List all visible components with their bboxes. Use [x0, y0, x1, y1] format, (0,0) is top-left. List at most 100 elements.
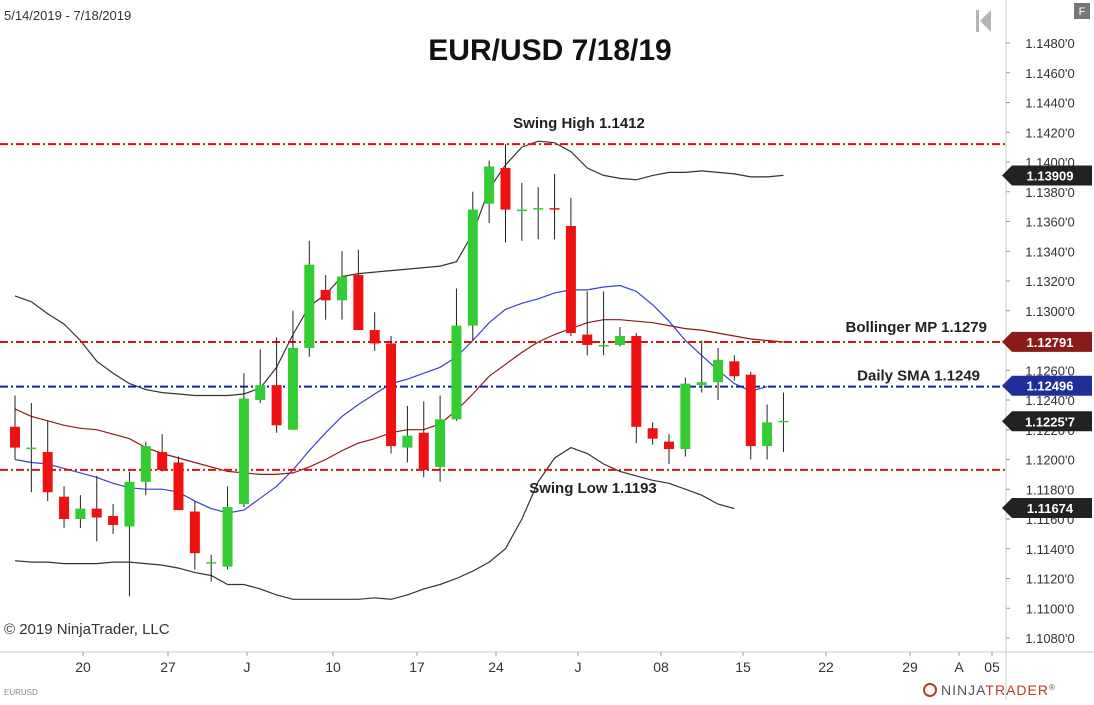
price-badge-label: 1.11674: [1027, 501, 1074, 516]
candle-body: [353, 275, 364, 331]
brand-part-1: NINJA: [941, 682, 986, 698]
x-tick-label: 24: [488, 659, 504, 675]
price-badge-label: 1.12791: [1027, 335, 1074, 350]
x-tick-label: 17: [409, 659, 425, 675]
x-tick-label: 08: [653, 659, 669, 675]
candle-body: [59, 496, 70, 519]
candle-body: [467, 209, 478, 326]
ninjatrader-logo: NINJATRADER®: [923, 682, 1056, 698]
f-button-bg[interactable]: [1074, 3, 1090, 19]
candle-body: [320, 289, 331, 301]
candle-body: [631, 336, 642, 427]
candle-body: [108, 516, 119, 525]
date-range-label: 5/14/2019 - 7/18/2019: [4, 8, 131, 23]
candle-body: [516, 209, 527, 212]
level-label: Bollinger MP 1.1279: [846, 319, 987, 336]
level-lines: Swing High 1.1412 Bollinger MP 1.1279 Dail…: [0, 115, 1006, 497]
x-tick-label: 15: [735, 659, 751, 675]
candle-body: [91, 508, 102, 518]
candle-body: [75, 508, 86, 519]
price-badge-label: 1.13909: [1027, 169, 1074, 184]
price-badge-bg: [1002, 331, 1092, 352]
f-button-label[interactable]: F: [1079, 6, 1086, 18]
candle-body: [598, 344, 609, 347]
copyright-label: © 2019 NinjaTrader, LLC: [4, 621, 170, 638]
level-label: Swing Low 1.1193: [529, 480, 657, 497]
x-tick-label: A: [954, 659, 964, 675]
candle-body: [157, 452, 168, 470]
level-label: Daily SMA 1.1249: [857, 368, 980, 385]
candle-body: [778, 420, 789, 423]
f-button[interactable]: F: [1074, 3, 1090, 19]
brand-registered: ®: [1049, 683, 1056, 692]
candle-body: [451, 325, 462, 420]
candle-body: [386, 343, 397, 447]
price-badge-label: 1.12496: [1027, 379, 1074, 394]
scroll-to-start-bar[interactable]: [976, 10, 979, 32]
candle-body: [402, 435, 413, 448]
y-tick-label: 1.1140'0: [1026, 542, 1075, 557]
candle-body: [500, 167, 511, 210]
candle-body: [435, 419, 446, 467]
y-tick-label: 1.1120'0: [1026, 572, 1075, 587]
candle-body: [549, 208, 560, 210]
y-tick-label: 1.1340'0: [1025, 244, 1074, 259]
y-tick-label: 1.1300'0: [1025, 304, 1074, 319]
x-tick-label: 22: [818, 659, 834, 675]
time-axis: 20 27 J 10 17 24 J 08 15 22 29 A 05: [75, 652, 1000, 675]
candle-body: [745, 374, 756, 447]
level-label: Swing High 1.1412: [513, 115, 645, 132]
y-tick-label: 1.1200'0: [1025, 453, 1074, 468]
x-tick-label: 29: [902, 659, 918, 675]
y-tick-label: 1.1360'0: [1025, 215, 1074, 230]
candle-body: [696, 382, 707, 386]
candle-body: [173, 462, 184, 511]
y-tick-label: 1.1100'0: [1026, 601, 1075, 616]
y-tick-label: 1.1260'0: [1025, 363, 1074, 378]
candle-body: [222, 507, 233, 567]
x-tick-label: J: [575, 659, 582, 675]
candle-body: [664, 441, 674, 450]
candle-body: [614, 336, 625, 345]
y-tick-label: 1.1440'0: [1025, 96, 1074, 111]
chart-title: EUR/USD 7/18/19: [428, 34, 671, 67]
scroll-to-start-arrow[interactable]: [980, 10, 991, 32]
candle-body: [10, 426, 20, 448]
candles: [10, 144, 789, 597]
candle-body: [287, 347, 298, 430]
y-tick-label: 1.1460'0: [1025, 66, 1074, 81]
indicator-line-2: [14, 140, 784, 397]
price-badge-bg: [1002, 375, 1092, 396]
candle-body: [42, 452, 53, 493]
x-tick-label: 20: [75, 659, 91, 675]
price-badge-label: 1.1225'7: [1025, 414, 1075, 429]
price-badge-bg: [1002, 497, 1092, 518]
candle-body: [582, 334, 593, 345]
candle-body: [713, 359, 724, 383]
candle-body: [369, 330, 380, 344]
brand-part-2: TRADER: [985, 682, 1049, 698]
scroll-to-start-icon[interactable]: [976, 10, 991, 32]
candle-body: [238, 398, 249, 505]
candle-body: [565, 225, 576, 334]
y-tick-label: 1.1420'0: [1025, 125, 1074, 140]
candle-body: [647, 428, 658, 439]
y-tick-label: 1.1380'0: [1025, 185, 1074, 200]
candle-body: [729, 361, 740, 377]
candle-body: [418, 432, 429, 470]
symbol-label: EURUSD: [4, 688, 38, 697]
candle-body: [189, 511, 200, 554]
x-tick-label: J: [244, 659, 251, 675]
price-badges: 1.13909 1.12791 1.12496 1.1225'7 1.11674: [1002, 165, 1092, 518]
candle-body: [206, 562, 217, 564]
candle-body: [26, 447, 37, 450]
y-tick-label: 1.1480'0: [1025, 36, 1074, 51]
brand-wordmark: NINJATRADER®: [941, 682, 1056, 698]
candle-body: [337, 276, 347, 301]
x-tick-label: 27: [160, 659, 176, 675]
x-tick-label: 05: [984, 659, 1000, 675]
candle-body: [484, 166, 495, 204]
